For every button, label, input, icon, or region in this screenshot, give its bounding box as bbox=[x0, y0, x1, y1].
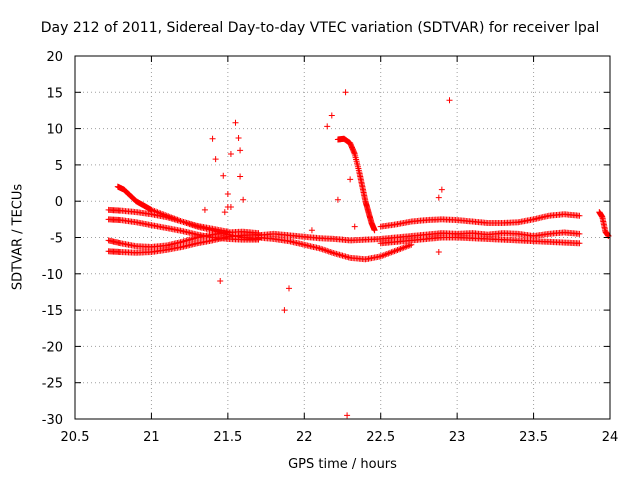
chart-title: Day 212 of 2011, Sidereal Day-to-day VTE… bbox=[40, 20, 600, 36]
y-tick-label: 20 bbox=[46, 50, 63, 65]
data-point-outliers bbox=[220, 172, 227, 179]
y-tick-label: -15 bbox=[42, 304, 63, 319]
y-tick-label: 15 bbox=[46, 86, 63, 101]
x-tick-label: 22.5 bbox=[366, 430, 395, 445]
data-point-outliers bbox=[286, 285, 292, 292]
data-point-outliers bbox=[217, 278, 224, 285]
data-point-outliers bbox=[237, 173, 244, 180]
y-tick-label: -5 bbox=[50, 232, 63, 247]
data-point-dip-arc bbox=[330, 249, 337, 256]
data-point-outliers bbox=[201, 206, 208, 213]
x-axis-label: GPS time / hours bbox=[288, 457, 397, 472]
data-point-outliers bbox=[435, 249, 442, 256]
data-point-outliers bbox=[334, 196, 341, 203]
data-point-dip-arc bbox=[327, 248, 334, 255]
data-point-outliers bbox=[344, 412, 351, 419]
data-point-outliers bbox=[347, 176, 354, 183]
data-point-arc-rising bbox=[224, 228, 231, 235]
y-tick-label: -20 bbox=[42, 340, 63, 355]
y-tick-label: 0 bbox=[55, 195, 63, 210]
data-point-dip-arc bbox=[325, 248, 332, 255]
y-tick-label: -25 bbox=[42, 377, 63, 392]
x-tick-label: 21 bbox=[143, 430, 160, 445]
data-point-outliers bbox=[281, 307, 288, 314]
data-point-late-lower bbox=[576, 240, 583, 247]
data-point-dip-arc bbox=[319, 246, 326, 253]
x-tick-label: 24 bbox=[602, 430, 619, 445]
data-point-dip-arc bbox=[321, 246, 328, 253]
x-tick-label: 20.5 bbox=[61, 430, 90, 445]
data-point-dip-arc bbox=[322, 247, 329, 254]
data-point-late-upper bbox=[576, 212, 583, 219]
data-point-outliers bbox=[446, 97, 453, 104]
data-point-outliers bbox=[435, 194, 442, 201]
data-point-outliers bbox=[212, 156, 219, 163]
data-point-outliers bbox=[232, 119, 239, 126]
x-tick-label: 21.5 bbox=[213, 430, 242, 445]
data-points bbox=[105, 89, 612, 419]
data-point-dip-arc bbox=[328, 249, 335, 256]
data-point-dip-arc bbox=[318, 245, 325, 252]
y-tick-label: -10 bbox=[42, 268, 63, 283]
grid-lines bbox=[75, 56, 610, 419]
data-point-outliers bbox=[235, 135, 242, 142]
x-tick-label: 22 bbox=[296, 430, 313, 445]
data-point-outliers bbox=[227, 151, 234, 158]
data-point-outliers bbox=[240, 196, 247, 203]
data-point-outliers bbox=[209, 135, 216, 142]
data-point-outliers bbox=[351, 223, 358, 230]
data-point-outliers bbox=[237, 147, 244, 154]
data-point-outliers bbox=[438, 186, 445, 193]
y-tick-label: -30 bbox=[42, 413, 63, 428]
data-point-middle-band bbox=[576, 230, 583, 237]
data-point-outliers bbox=[324, 123, 331, 130]
axis-ticks: 20.5 21 21.5 22 22.5 23 23.5 24 20 15 10 5 0 -5 -10 -15… bbox=[42, 50, 619, 445]
data-point-spike-falling bbox=[371, 227, 378, 234]
y-tick-label: 5 bbox=[55, 159, 63, 174]
x-tick-label: 23 bbox=[449, 430, 466, 445]
data-point-outliers bbox=[224, 190, 231, 197]
y-tick-label: 10 bbox=[46, 123, 63, 138]
data-point-outliers bbox=[221, 209, 228, 216]
data-point-outliers bbox=[224, 204, 231, 211]
data-point-outliers bbox=[308, 227, 315, 234]
data-point-outliers bbox=[342, 89, 349, 96]
data-point-dip-arc bbox=[324, 247, 331, 254]
data-point-outliers bbox=[328, 112, 335, 119]
data-point-dip-arc bbox=[316, 245, 323, 252]
x-tick-label: 23.5 bbox=[519, 430, 548, 445]
